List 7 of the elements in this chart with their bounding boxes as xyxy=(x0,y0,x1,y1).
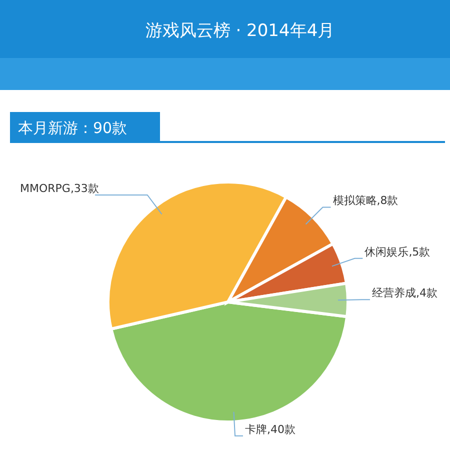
slice-label: 经营养成,4款 xyxy=(372,286,438,300)
slice-label: 休闲娱乐,5款 xyxy=(364,245,430,258)
slice-label: 卡牌,40款 xyxy=(245,422,296,436)
slice-label: MMORPG,33款 xyxy=(20,182,99,195)
text: 本月新游：90款 xyxy=(18,119,128,137)
chart-title: 游戏风云榜 · 2014年4月 xyxy=(145,21,335,41)
slice-label: 模拟策略,8款 xyxy=(332,194,398,208)
